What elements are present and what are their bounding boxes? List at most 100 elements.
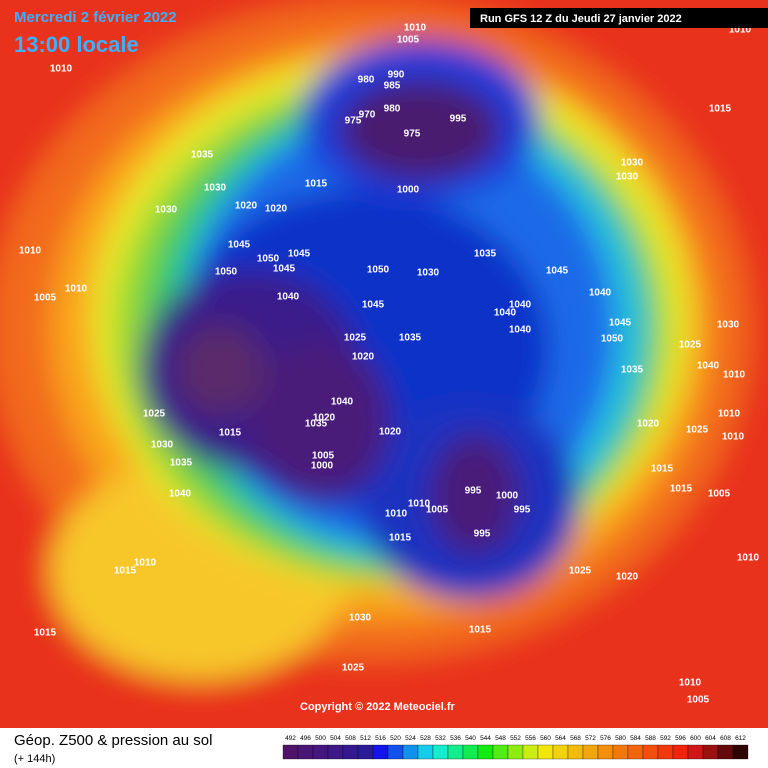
scale-swatch xyxy=(702,744,719,760)
isobar-label: 1025 xyxy=(686,425,709,436)
isobar-label: 1040 xyxy=(509,325,532,336)
isobar-label: 1030 xyxy=(349,613,372,624)
color-scale: 492 496 500 504 508 512 516 520 524 528 532 536 540 5… xyxy=(282,735,749,760)
isobar-label: 1035 xyxy=(170,458,193,469)
scale-swatch xyxy=(357,744,374,760)
isobar-label: 980 xyxy=(358,75,375,86)
isobar-label: 1010 xyxy=(134,558,157,569)
isobar-labels: 1010100599098098598097097597599510001015… xyxy=(19,23,760,706)
scale-label: 552 xyxy=(510,735,521,742)
date: Mercredi 2 février 2022 xyxy=(14,9,177,26)
isobar-label: 1020 xyxy=(616,572,639,583)
isobar-label: 1045 xyxy=(228,240,251,251)
isobar-label: 995 xyxy=(474,529,491,540)
scale-label: 544 xyxy=(480,735,491,742)
legend-lead: (+ 144h) xyxy=(14,753,55,765)
isobar-label: 1025 xyxy=(342,663,365,674)
scale-swatch xyxy=(312,744,329,760)
isobar-label: 1000 xyxy=(496,491,519,502)
scale-label: 568 xyxy=(570,735,581,742)
isobar-label: 1025 xyxy=(344,333,367,344)
isobar-label: 990 xyxy=(388,70,405,81)
isobar-label: 1040 xyxy=(494,308,517,319)
scale-label: 576 xyxy=(600,735,611,742)
isobar-label: 1020 xyxy=(352,352,375,363)
isobar-label: 1005 xyxy=(708,489,731,500)
isobar-label: 1010 xyxy=(19,246,42,257)
isobar-label: 1030 xyxy=(616,172,639,183)
scale-label: 524 xyxy=(405,735,416,742)
scale-swatch xyxy=(372,744,389,760)
isobar-label: 1050 xyxy=(367,265,390,276)
scale-label: 500 xyxy=(315,735,326,742)
scale-label: 528 xyxy=(420,735,431,742)
isobar-label: 1040 xyxy=(509,300,532,311)
isobar-label: 1035 xyxy=(191,150,214,161)
scale-label: 588 xyxy=(645,735,656,742)
isobar-label: 1005 xyxy=(397,35,420,46)
isobar-label: 1010 xyxy=(679,678,702,689)
isobar-label: 1040 xyxy=(697,361,720,372)
time: 13:00 locale xyxy=(14,32,139,57)
scale-label: 540 xyxy=(465,735,476,742)
scale-swatch xyxy=(492,744,509,760)
isobar-label: 1000 xyxy=(311,461,334,472)
isobar-label: 995 xyxy=(465,486,482,497)
run-info: Run GFS 12 Z du Jeudi 27 janvier 2022 xyxy=(480,13,682,25)
scale-label: 560 xyxy=(540,735,551,742)
isobar-label: 1010 xyxy=(385,509,408,520)
scale-swatch xyxy=(417,744,434,760)
isobar-label: 1010 xyxy=(723,370,746,381)
scale-swatch xyxy=(597,744,614,760)
isobar-label: 1010 xyxy=(718,409,741,420)
scale-swatch xyxy=(327,744,344,760)
scale-swatch xyxy=(657,744,674,760)
scale-swatch xyxy=(672,744,689,760)
copyright: Copyright © 2022 Meteociel.fr xyxy=(300,701,456,713)
isobar-label: 970 xyxy=(359,110,376,121)
isobar-label: 1030 xyxy=(151,440,174,451)
scale-label: 520 xyxy=(390,735,401,742)
isobar-label: 1050 xyxy=(257,254,280,265)
isobar-label: 1005 xyxy=(426,505,449,516)
scale-swatch xyxy=(522,744,539,760)
scale-label: 596 xyxy=(675,735,686,742)
scale-swatch xyxy=(447,744,464,760)
scale-label: 600 xyxy=(690,735,701,742)
isobar-label: 1015 xyxy=(709,104,732,115)
isobar-label: 1010 xyxy=(408,499,431,510)
scale-swatch xyxy=(402,744,419,760)
isobar-label: 1010 xyxy=(729,25,752,36)
isobar-label: 1040 xyxy=(169,489,192,500)
isobar-label: 1020 xyxy=(637,419,660,430)
isobar-label: 1015 xyxy=(114,566,137,577)
isobar-label: 975 xyxy=(404,129,421,140)
scale-swatch xyxy=(282,744,299,760)
isobar-label: 1020 xyxy=(235,201,258,212)
isobar-label: 1030 xyxy=(717,320,740,331)
isobar-label: 1030 xyxy=(417,268,440,279)
scale-label: 556 xyxy=(525,735,536,742)
isobar-label: 1050 xyxy=(215,267,238,278)
isobar-label: 1030 xyxy=(621,158,644,169)
scale-label: 580 xyxy=(615,735,626,742)
isobar-label: 1010 xyxy=(65,284,88,295)
isobar-label: 1015 xyxy=(305,179,328,190)
isobar-label: 1010 xyxy=(722,432,745,443)
isobar-label: 1015 xyxy=(34,628,57,639)
scale-label: 564 xyxy=(555,735,566,742)
isobar-label: 995 xyxy=(450,114,467,125)
isobar-label: 1010 xyxy=(50,64,73,75)
scale-label: 612 xyxy=(735,735,746,742)
isobar-label: 1010 xyxy=(404,23,427,34)
isobar-label: 1020 xyxy=(265,204,288,215)
isobar-label: 975 xyxy=(345,116,362,127)
scale-swatch xyxy=(612,744,629,760)
isobar-label: 995 xyxy=(514,505,531,516)
scale-label: 532 xyxy=(435,735,446,742)
scale-label: 496 xyxy=(300,735,311,742)
isobar-label: 1015 xyxy=(469,625,492,636)
scale-swatch xyxy=(717,744,734,760)
isobar-label: 1000 xyxy=(397,185,420,196)
